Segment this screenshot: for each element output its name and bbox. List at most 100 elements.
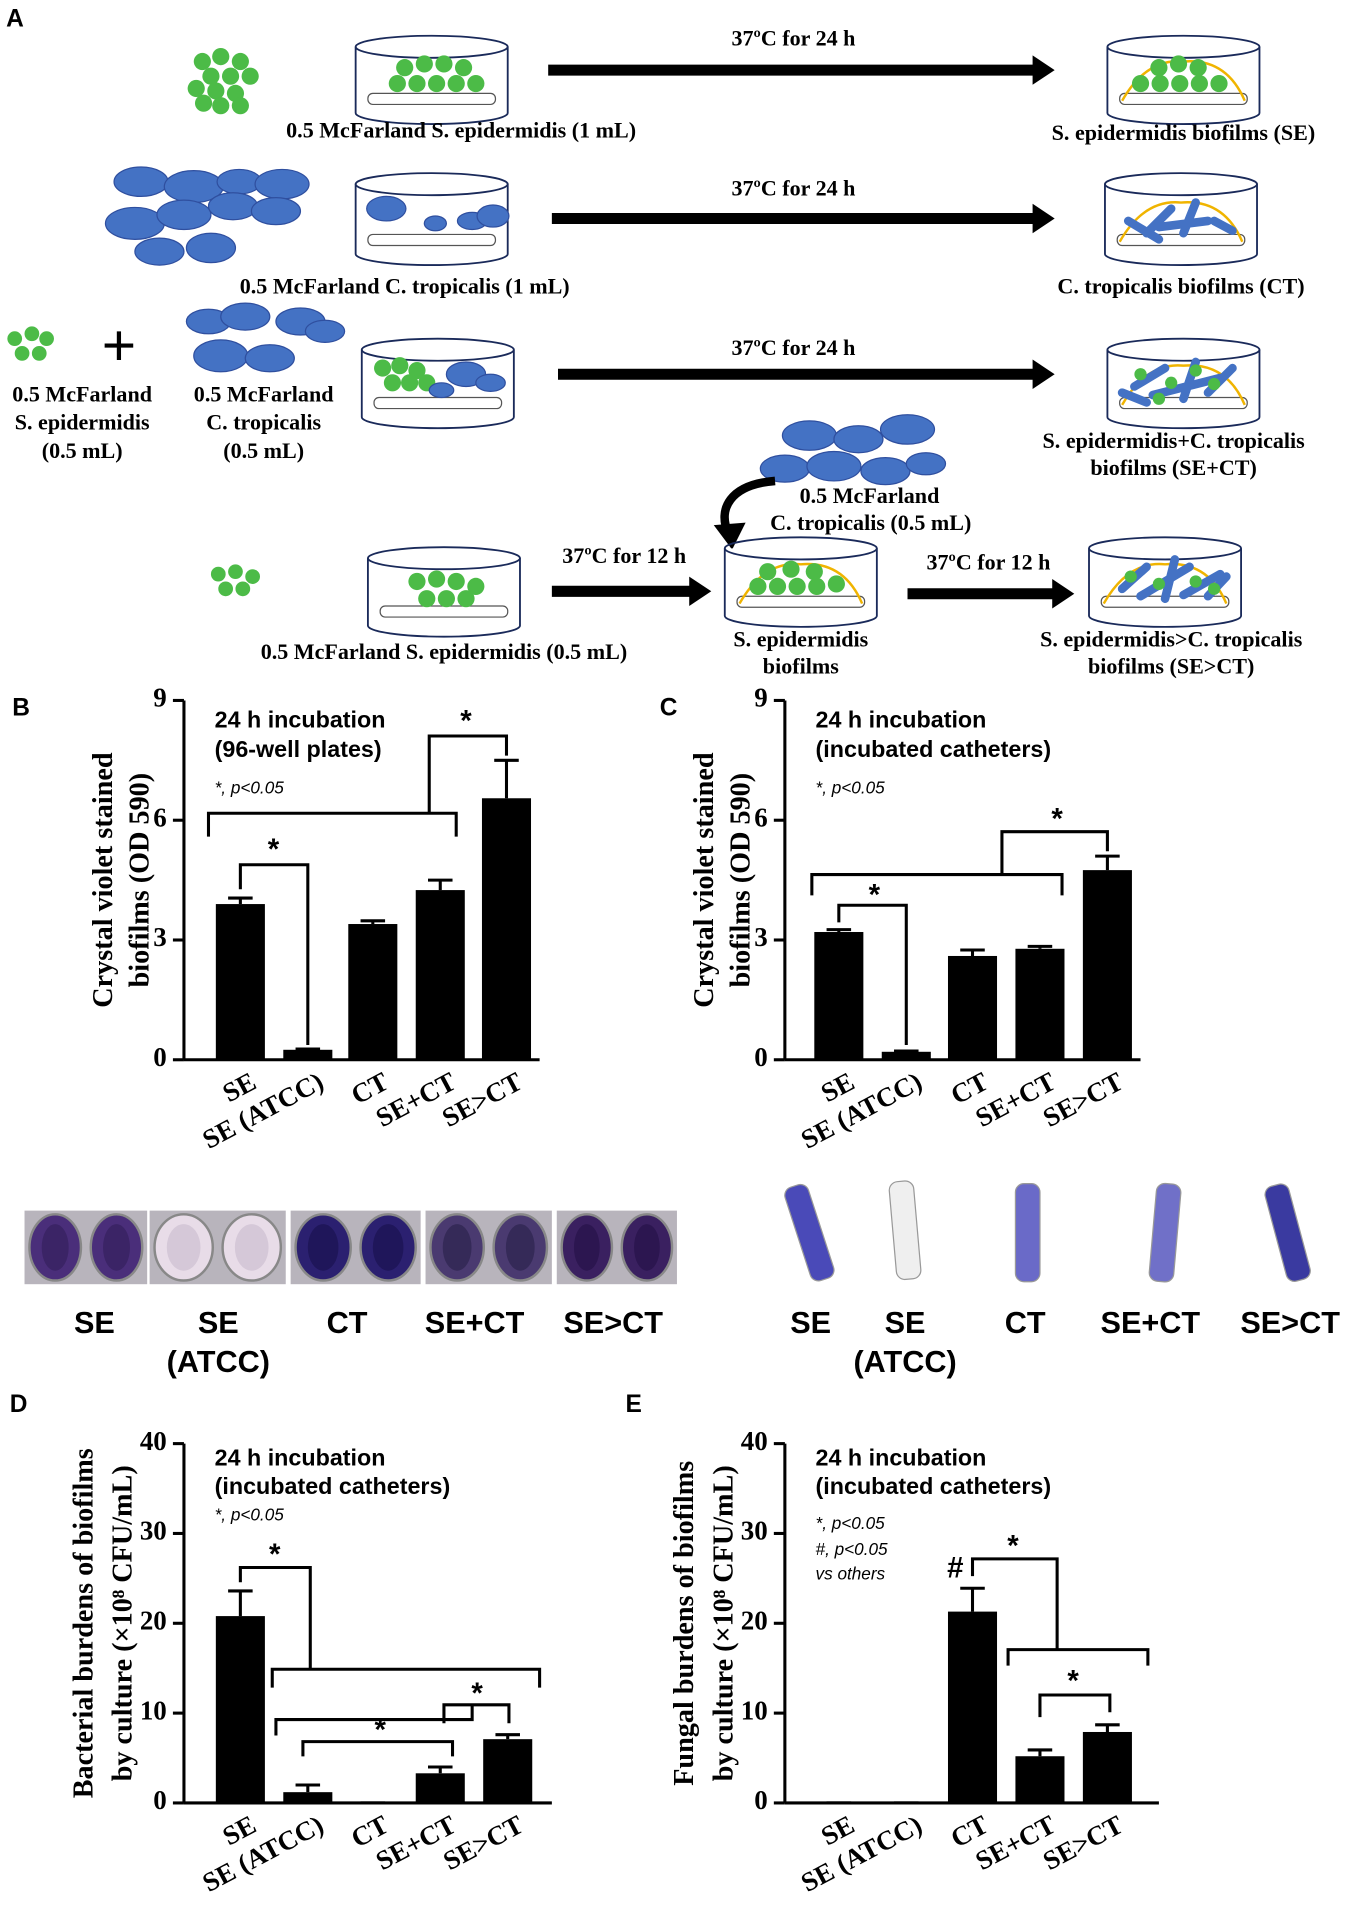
step-label: 37ºC for 12 h [562,543,686,568]
error-bar [295,1783,321,1793]
bacteria [428,570,446,588]
dish-rim [1104,172,1258,197]
yeast [156,199,212,231]
hypha [1179,198,1200,238]
y-tick-label: 9 [754,683,767,713]
bacteria [768,577,787,595]
annotation: (96-well plates) [215,736,382,762]
input-label: C. tropicalis [206,410,321,435]
annotation: (incubated catheters) [215,1473,451,1499]
bacteria [212,48,230,66]
significance-bracket [1006,1648,1150,1666]
hypha [1130,363,1170,391]
y-tick-label: 20 [741,1605,768,1635]
significance-mark: * [869,878,881,911]
photo-label: SE>CT [563,1306,663,1340]
well-center [372,1224,404,1271]
y-tick-label: 0 [754,1785,767,1815]
arrow-head [1052,579,1075,609]
output-label: biofilms (SE>CT) [1088,654,1254,679]
bacteria [454,59,473,77]
bacteria [24,326,40,342]
bacteria [231,97,249,115]
input-label: (0.5 mL) [42,438,123,463]
bacteria [1171,74,1189,93]
photo-label: CT [1005,1306,1046,1340]
hypha [1123,216,1164,244]
panel-label: C [660,695,678,722]
yeast [193,339,249,373]
bacteria [391,357,409,375]
bar [481,798,532,1060]
output-label: C. tropicalis biofilms (CT) [1057,273,1304,298]
catheter-photo [1264,1183,1311,1282]
dish-rim [1088,536,1242,561]
significance-mark: * [460,704,472,737]
arrow-head [689,576,712,607]
panel-label: A [6,5,24,32]
input-label: (0.5 mL) [223,438,304,463]
y-tick-label: 0 [153,1042,166,1072]
yeast [366,195,407,222]
significance-bracket [970,1557,1059,1650]
hypha [1117,388,1151,407]
y-axis-label: Crystal violet stained [689,752,720,1008]
bacteria [435,55,453,73]
bar [947,955,998,1060]
x-tick-label: SE (ATCC) [796,1066,927,1155]
significance-bracket [837,903,908,1046]
bacteria [782,560,800,578]
well-center [505,1224,535,1271]
significance-mark: * [471,1677,483,1710]
bacteria [805,563,823,581]
bacteria [1169,55,1188,73]
y-tick-label: 0 [153,1785,166,1815]
catheter [379,605,509,618]
bacteria [408,572,426,591]
bacteria [396,59,414,77]
well-center [573,1224,600,1271]
photo-label: SE [74,1306,115,1340]
well-center [234,1224,269,1271]
yeast [905,452,947,476]
bacteria [1189,364,1202,377]
y-axis-label: by culture (×10⁸ CFU/mL) [108,1465,139,1781]
hypha [1209,216,1237,236]
bacteria [1165,376,1178,389]
bacteria [1189,575,1202,588]
input-label: 0.5 McFarland [194,381,334,406]
yeast [806,450,862,482]
annotation: 24 h incubation [816,1445,987,1471]
yeast [428,382,455,399]
y-tick-label: 20 [140,1605,167,1635]
y-tick-label: 30 [741,1516,768,1546]
hypha [1142,204,1176,238]
bacteria [788,577,806,595]
x-tick-label: SE (ATCC) [796,1809,927,1898]
bar [881,1051,931,1060]
diagram-shapes [7,34,1311,1285]
yeast [254,168,310,200]
bacteria [1134,368,1147,381]
photo-label: SE+CT [425,1306,525,1340]
x-tick-label: SE (ATCC) [198,1066,329,1155]
bacteria [1207,582,1221,595]
yeast [185,232,237,264]
bar [215,904,265,1060]
y-tick-label: 40 [741,1426,768,1456]
error-bar [494,758,519,799]
bacteria [749,577,767,595]
input-label: 0.5 McFarland C. tropicalis (1 mL) [240,273,570,298]
well-center [41,1224,69,1271]
output-label: S. epidermidis+C. tropicalis [1043,428,1306,453]
y-axis-label: biofilms (OD 590) [726,773,757,988]
annotation: *, p<0.05 [816,1513,886,1533]
significance-bracket [238,1565,312,1670]
photo-label: SE>CT [1240,1306,1340,1340]
annotation: #, p<0.05 [816,1539,888,1559]
significance-mark: # [947,1552,963,1585]
y-tick-label: 3 [153,922,166,952]
y-tick-label: 9 [153,683,166,713]
significance-bracket [238,863,310,1046]
